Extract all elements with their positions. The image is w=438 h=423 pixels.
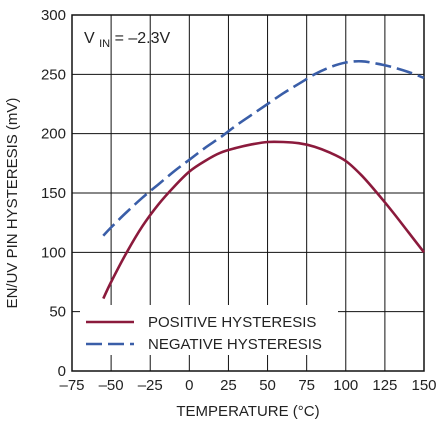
- y-tick-labels: 0 50 100 150 200 250 300: [41, 7, 66, 380]
- series-layer: [102, 59, 426, 300]
- legend-background: [80, 305, 338, 355]
- legend: POSITIVE HYSTERESIS NEGATIVE HYSTERESIS: [80, 305, 338, 355]
- x-tick-label: –75: [59, 377, 84, 394]
- y-tick-label: 250: [41, 66, 66, 83]
- x-tick-labels: –75 –50 –25 0 25 50 75 100 125 150: [59, 377, 436, 394]
- x-tick-label: 0: [185, 377, 193, 394]
- y-tick-label: 0: [58, 363, 66, 380]
- annotation-main: V: [84, 30, 95, 47]
- legend-entry-positive: POSITIVE HYSTERESIS: [148, 314, 316, 331]
- series-line-negative: [102, 59, 425, 237]
- annotation-subscript: IN: [99, 38, 110, 50]
- annotation-rest: = –2.3V: [115, 30, 171, 47]
- x-axis-label: TEMPERATURE (°C): [176, 403, 319, 420]
- y-tick-label: 100: [41, 244, 66, 261]
- y-tick-label: 200: [41, 126, 66, 143]
- x-tick-label: –25: [138, 377, 163, 394]
- x-tick-label: 75: [298, 377, 315, 394]
- y-axis-label: EN/UV PIN HYSTERESIS (mV): [4, 98, 21, 309]
- vin-annotation: V IN = –2.3V: [84, 30, 171, 51]
- x-tick-label: 50: [259, 377, 276, 394]
- x-tick-label: 125: [372, 377, 397, 394]
- y-tick-label: 150: [41, 185, 66, 202]
- legend-entry-negative: NEGATIVE HYSTERESIS: [148, 336, 322, 353]
- x-tick-label: 100: [333, 377, 358, 394]
- y-tick-label: 300: [41, 7, 66, 24]
- x-tick-label: 25: [220, 377, 237, 394]
- series-line-positive: [102, 140, 426, 300]
- x-tick-label: 150: [411, 377, 436, 394]
- y-tick-label: 50: [49, 304, 66, 321]
- x-tick-label: –50: [99, 377, 124, 394]
